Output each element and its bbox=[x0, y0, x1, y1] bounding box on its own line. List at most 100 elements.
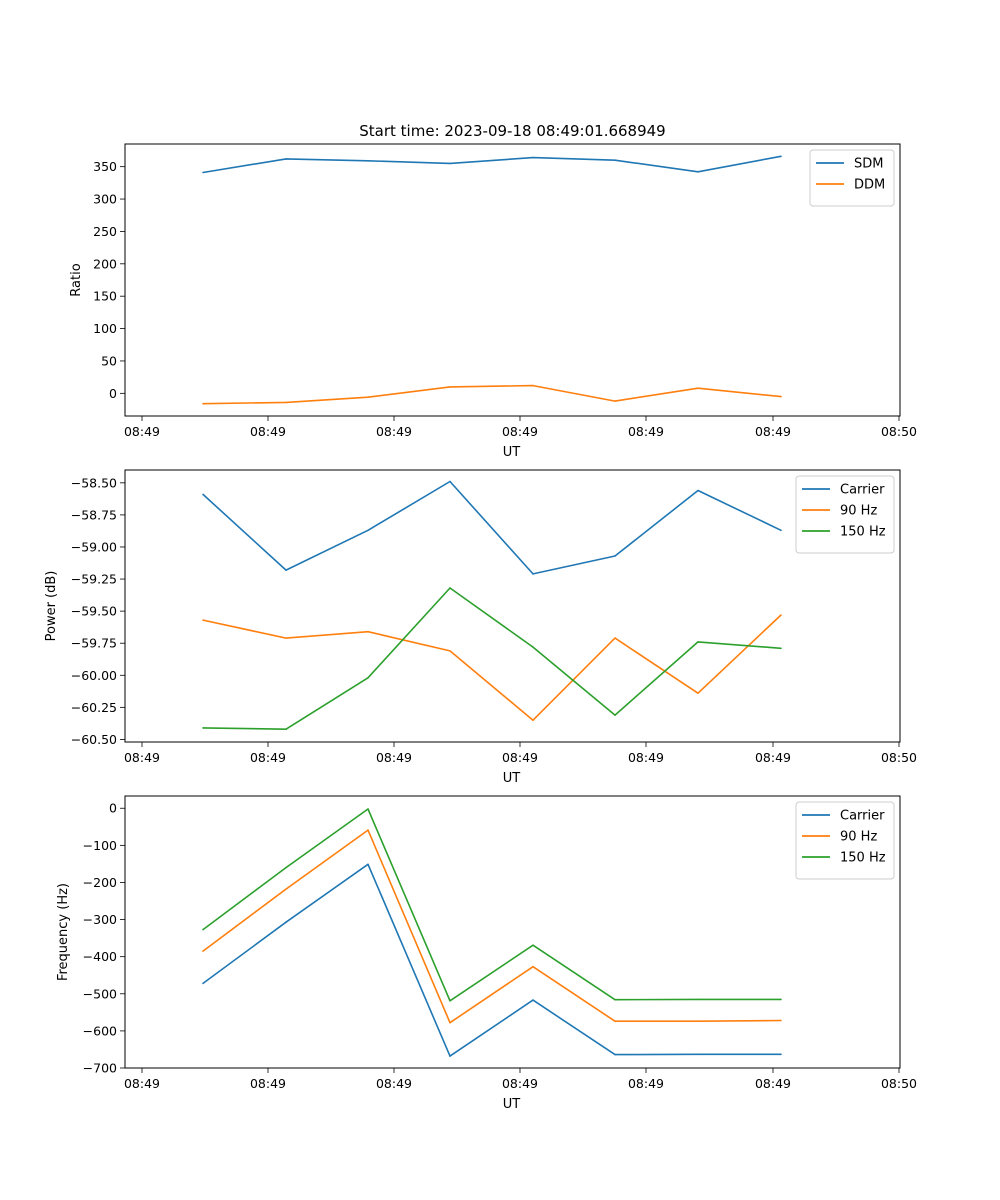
data-point bbox=[780, 647, 782, 650]
data-point bbox=[449, 587, 451, 589]
y-tick-label: 200 bbox=[93, 256, 117, 271]
y-tick-label: 0 bbox=[109, 801, 117, 816]
legend: Carrier 90 Hz 150 Hz bbox=[795, 801, 895, 880]
y-tick-label: −60.25 bbox=[71, 700, 117, 715]
data-point bbox=[367, 160, 369, 162]
x-tick-label: 08:49 bbox=[250, 750, 286, 765]
data-point bbox=[449, 162, 451, 165]
legend-label: 90 Hz bbox=[840, 504, 877, 519]
y-axis-label: Frequency (Hz) bbox=[56, 883, 71, 981]
y-tick-label: −60.00 bbox=[71, 668, 117, 683]
data-point bbox=[449, 386, 451, 388]
data-point bbox=[367, 396, 369, 399]
data-point bbox=[697, 1053, 699, 1056]
x-tick-label: 08:49 bbox=[124, 1076, 160, 1091]
data-point bbox=[367, 863, 369, 866]
axes-frame bbox=[124, 469, 901, 743]
data-point bbox=[614, 637, 616, 639]
x-tick-label: 08:49 bbox=[376, 1076, 412, 1091]
data-point bbox=[614, 1020, 616, 1022]
legend-label: DDM bbox=[854, 178, 885, 193]
data-point bbox=[780, 529, 782, 532]
data-point bbox=[780, 1019, 782, 1022]
x-axis-label: UT bbox=[503, 771, 521, 786]
data-point bbox=[614, 159, 616, 161]
data-point bbox=[697, 387, 699, 390]
legend-box bbox=[809, 149, 895, 207]
y-tick-label: −100 bbox=[83, 838, 117, 853]
chart-title: Start time: 2023-09-18 08:49:01.668949 bbox=[359, 122, 665, 140]
axes-frame bbox=[124, 143, 901, 417]
x-tick-label: 08:49 bbox=[502, 424, 538, 439]
y-axis-label: Ratio bbox=[69, 263, 84, 296]
data-point bbox=[202, 982, 204, 985]
series-line-ddm bbox=[202, 384, 782, 405]
data-point bbox=[285, 569, 287, 571]
data-point bbox=[285, 728, 287, 730]
chart-panel-2: 08:49 08:49 08:49 08:49 08:49 08:49 08:50 −58.5… bbox=[44, 469, 917, 786]
y-tick-label: −700 bbox=[83, 1061, 117, 1076]
data-point bbox=[780, 1053, 782, 1056]
x-tick-label: 08:49 bbox=[755, 1076, 791, 1091]
data-point bbox=[697, 641, 699, 643]
legend-box bbox=[795, 801, 895, 880]
y-tick-label: 350 bbox=[93, 159, 117, 174]
y-tick-label: −59.75 bbox=[71, 636, 117, 651]
x-tick-label: 08:49 bbox=[124, 750, 160, 765]
data-point bbox=[697, 998, 699, 1001]
x-tick-label: 08:49 bbox=[502, 750, 538, 765]
data-point bbox=[614, 998, 616, 1001]
x-axis-label: UT bbox=[503, 445, 521, 460]
data-point bbox=[367, 529, 369, 532]
legend-label: 90 Hz bbox=[840, 830, 877, 845]
legend-label: SDM bbox=[854, 157, 883, 172]
data-point bbox=[697, 171, 699, 173]
y-tick-label: 150 bbox=[93, 289, 117, 304]
data-point bbox=[202, 493, 204, 496]
y-tick-label: −500 bbox=[83, 986, 117, 1001]
data-point bbox=[367, 808, 369, 810]
y-tick-label: 250 bbox=[93, 224, 117, 239]
data-point bbox=[202, 950, 204, 952]
series-line-150-hz bbox=[202, 587, 782, 731]
data-point bbox=[532, 156, 534, 159]
data-point bbox=[532, 719, 534, 721]
data-point bbox=[285, 401, 287, 404]
legend: Carrier 90 Hz 150 Hz bbox=[795, 475, 895, 554]
legend-label: Carrier bbox=[840, 809, 885, 824]
legend-box bbox=[795, 475, 895, 554]
chart-panel-1: 08:49 08:49 08:49 08:49 08:49 08:49 08:50 0 50 10… bbox=[69, 122, 917, 460]
data-point bbox=[532, 999, 534, 1001]
y-tick-label: −58.50 bbox=[71, 475, 117, 490]
series-line-sdm bbox=[202, 155, 782, 174]
legend: SDM DDM bbox=[809, 149, 895, 207]
x-tick-label: 08:49 bbox=[628, 424, 664, 439]
data-point bbox=[202, 171, 204, 174]
legend-label: Carrier bbox=[840, 483, 885, 498]
data-point bbox=[285, 921, 287, 923]
y-tick-label: −600 bbox=[83, 1023, 117, 1038]
data-point bbox=[532, 944, 534, 946]
data-point bbox=[614, 555, 616, 557]
y-tick-label: −200 bbox=[83, 875, 117, 890]
data-point bbox=[532, 384, 534, 387]
series-line-carrier bbox=[202, 863, 781, 1057]
y-tick-label: 100 bbox=[93, 321, 117, 336]
data-point bbox=[285, 637, 287, 639]
x-tick-label: 08:49 bbox=[628, 750, 664, 765]
y-tick-label: 0 bbox=[109, 386, 117, 401]
x-tick-label: 08:49 bbox=[250, 1076, 286, 1091]
x-tick-label: 08:49 bbox=[250, 424, 286, 439]
x-tick-label: 08:49 bbox=[124, 424, 160, 439]
y-axis-label: Power (dB) bbox=[44, 571, 59, 642]
data-point bbox=[202, 928, 204, 931]
axes-frame bbox=[124, 795, 901, 1069]
legend-label: 150 Hz bbox=[840, 525, 886, 540]
legend-label: 150 Hz bbox=[840, 851, 886, 866]
y-tick-label: 50 bbox=[101, 353, 117, 368]
data-point bbox=[202, 402, 204, 405]
y-tick-label: −58.75 bbox=[71, 507, 117, 522]
x-tick-label: 08:49 bbox=[628, 1076, 664, 1091]
x-tick-label: 08:49 bbox=[376, 424, 412, 439]
series-line-150-hz bbox=[202, 808, 781, 1002]
